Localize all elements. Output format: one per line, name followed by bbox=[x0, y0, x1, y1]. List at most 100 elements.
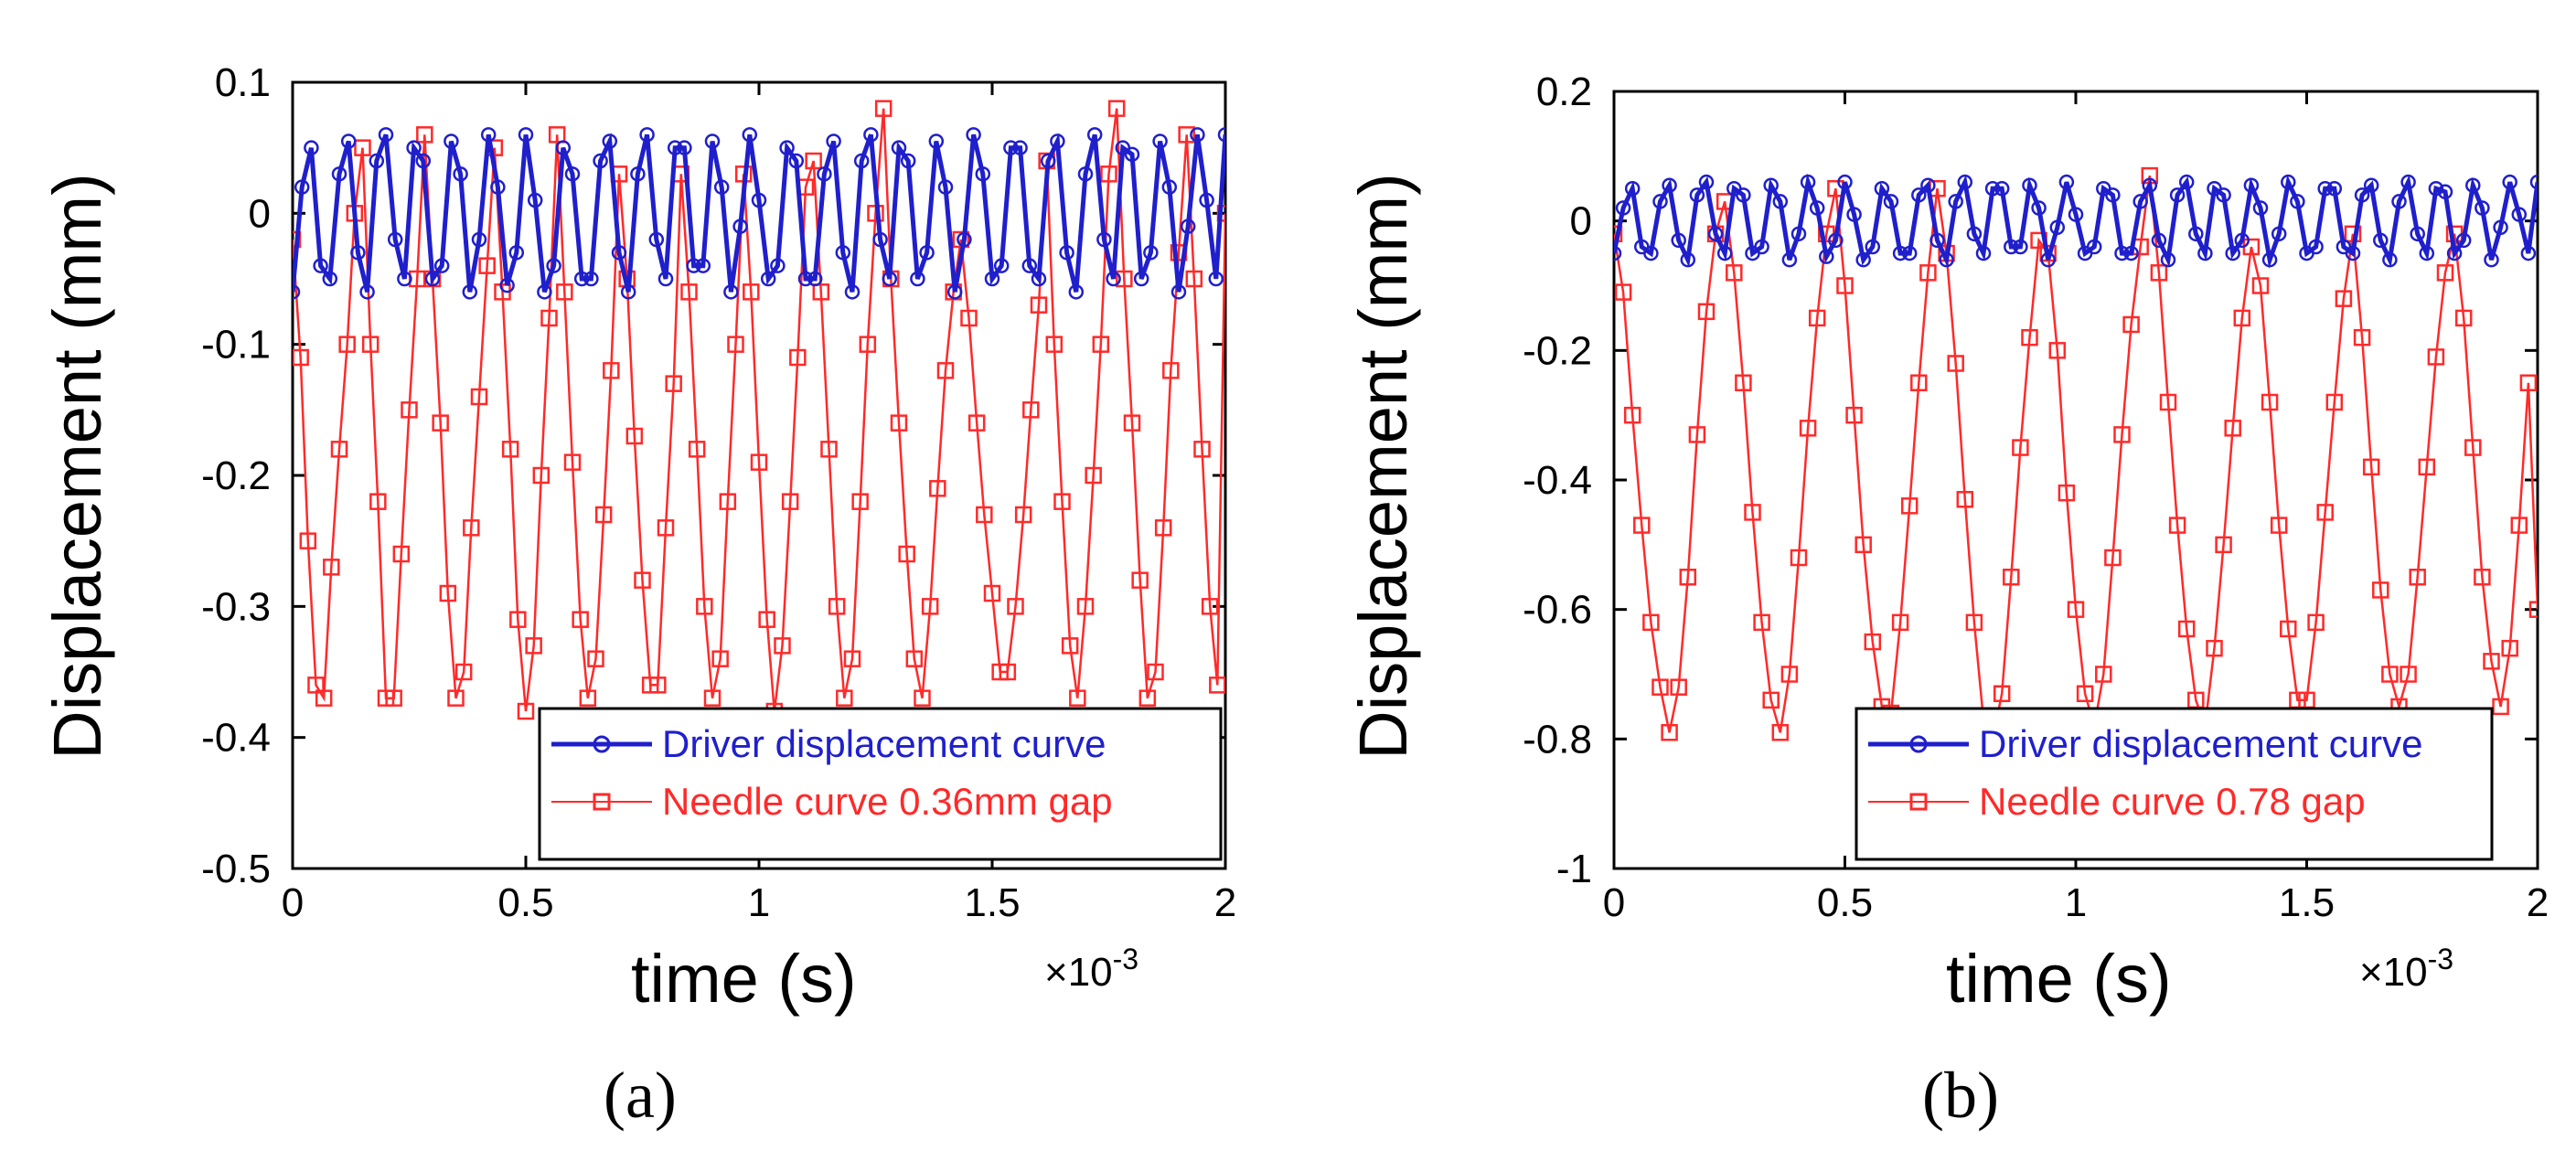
series-line-needle-a bbox=[293, 108, 1225, 712]
driver-point-a-32 bbox=[583, 271, 599, 287]
panel-label-b: (b) bbox=[1922, 1059, 1999, 1132]
needle-point-b-15 bbox=[1744, 504, 1761, 521]
needle-point-a-68 bbox=[812, 283, 830, 301]
driver-point-b-83 bbox=[2373, 232, 2389, 249]
driver-point-a-7 bbox=[350, 245, 366, 261]
needle-point-b-39 bbox=[1965, 613, 1983, 632]
needle-point-a-51 bbox=[680, 283, 698, 301]
driver-point-a-66 bbox=[900, 153, 916, 169]
needle-point-b-95 bbox=[2483, 653, 2500, 670]
needle-point-b-2 bbox=[1623, 406, 1641, 424]
driver-point-a-25 bbox=[518, 127, 534, 143]
needle-point-b-6 bbox=[1661, 724, 1678, 741]
driver-point-b-48 bbox=[2049, 219, 2066, 235]
needle-point-a-80 bbox=[905, 650, 924, 667]
needle-point-a-101 bbox=[1069, 689, 1086, 707]
panel-label-a: (a) bbox=[604, 1059, 677, 1132]
driver-point-b-86 bbox=[2400, 174, 2416, 190]
needle-point-a-9 bbox=[354, 139, 371, 156]
y-tick-label-b-2: -0.2 bbox=[1523, 328, 1592, 373]
needle-point-b-99 bbox=[2519, 374, 2538, 391]
needle-point-b-92 bbox=[2454, 309, 2473, 327]
x-tick-label-b-4: 2 bbox=[2527, 880, 2549, 925]
driver-point-b-71 bbox=[2261, 251, 2278, 268]
needle-point-a-72 bbox=[843, 650, 861, 667]
needle-point-a-107 bbox=[1116, 270, 1133, 288]
needle-point-a-56 bbox=[719, 493, 737, 510]
needle-point-a-119 bbox=[1209, 677, 1225, 694]
needle-point-b-89 bbox=[2427, 348, 2445, 366]
driver-point-b-72 bbox=[2271, 226, 2287, 242]
needle-point-b-8 bbox=[1679, 569, 1697, 586]
needle-point-b-27 bbox=[1855, 536, 1872, 554]
needle-point-b-54 bbox=[2104, 549, 2122, 567]
driver-point-b-82 bbox=[2363, 177, 2379, 193]
driver-point-b-30 bbox=[1883, 194, 1899, 209]
needle-point-b-97 bbox=[2501, 639, 2518, 657]
driver-point-a-99 bbox=[1208, 271, 1224, 287]
needle-point-a-6 bbox=[330, 441, 348, 458]
needle-point-b-66 bbox=[2215, 536, 2232, 554]
needle-point-a-15 bbox=[401, 401, 418, 419]
driver-point-b-80 bbox=[2345, 245, 2361, 261]
needle-point-b-4 bbox=[1642, 613, 1660, 632]
driver-point-a-88 bbox=[1106, 271, 1121, 287]
needle-point-b-13 bbox=[1726, 264, 1743, 282]
driver-point-b-99 bbox=[2520, 245, 2537, 261]
legend-driver-marker-b bbox=[1909, 735, 1928, 753]
driver-point-a-58 bbox=[826, 133, 841, 149]
chart-panel-a: 0 0.5 1 1.5 2 0.1 0 -0.1 -0.2 -0.3 -0.4 -0.5 time (… bbox=[39, 60, 1236, 1132]
driver-point-b-37 bbox=[1948, 194, 1963, 209]
legend-box-b bbox=[1855, 707, 2494, 861]
needle-point-b-88 bbox=[2418, 458, 2436, 476]
needle-point-a-105 bbox=[1100, 165, 1117, 183]
legend-needle-marker-b bbox=[1909, 793, 1928, 811]
driver-point-b-73 bbox=[2281, 174, 2296, 190]
needle-point-a-95 bbox=[1022, 401, 1040, 419]
driver-point-b-28 bbox=[1865, 239, 1881, 255]
driver-point-b-34 bbox=[1920, 177, 1936, 193]
needle-point-b-61 bbox=[2168, 517, 2186, 534]
needle-point-a-65 bbox=[789, 348, 807, 367]
driver-point-a-42 bbox=[677, 140, 692, 155]
driver-point-a-8 bbox=[359, 284, 375, 300]
needle-point-a-13 bbox=[385, 689, 402, 707]
driver-point-a-17 bbox=[444, 133, 459, 149]
driver-point-a-80 bbox=[1031, 271, 1047, 287]
needle-point-a-84 bbox=[936, 362, 955, 379]
x-axis-title-a: time (s) bbox=[631, 941, 857, 1017]
driver-point-a-48 bbox=[732, 218, 748, 234]
driver-point-b-5 bbox=[1652, 194, 1668, 209]
driver-point-a-54 bbox=[788, 153, 805, 169]
driver-point-a-20 bbox=[471, 231, 487, 248]
needle-point-a-69 bbox=[820, 441, 838, 458]
needle-point-b-100 bbox=[2528, 601, 2538, 618]
needle-point-b-78 bbox=[2325, 393, 2344, 411]
x-tick-label-a-4: 2 bbox=[1214, 880, 1236, 925]
driver-point-b-44 bbox=[2013, 239, 2028, 255]
legend-needle-label-b: Needle curve 0.78 gap bbox=[1979, 780, 2366, 823]
y-axis-title-a: Displacement (mm) bbox=[39, 173, 115, 759]
driver-point-b-25 bbox=[1837, 174, 1853, 190]
needle-point-b-90 bbox=[2436, 264, 2454, 282]
driver-point-a-67 bbox=[910, 271, 925, 287]
needle-point-a-83 bbox=[929, 480, 946, 497]
legend-b: Driver displacement curve Needle curve 0… bbox=[1855, 707, 2494, 861]
needle-point-a-39 bbox=[587, 650, 604, 667]
needle-point-a-111 bbox=[1147, 663, 1164, 681]
driver-point-a-93 bbox=[1152, 133, 1168, 149]
needle-point-b-67 bbox=[2224, 420, 2241, 437]
needle-point-b-45 bbox=[2021, 328, 2038, 346]
needle-point-b-42 bbox=[1993, 685, 2011, 702]
driver-point-a-15 bbox=[424, 271, 441, 287]
y-tick-label-a-5: -0.4 bbox=[201, 716, 271, 761]
needle-point-a-71 bbox=[836, 689, 853, 707]
needle-point-b-32 bbox=[1900, 497, 1919, 515]
needle-point-b-55 bbox=[2113, 426, 2131, 443]
driver-point-b-93 bbox=[2465, 177, 2481, 193]
x-axis-title-b: time (s) bbox=[1946, 941, 2172, 1017]
needle-point-a-102 bbox=[1076, 598, 1095, 615]
needle-point-b-37 bbox=[1947, 355, 1964, 372]
driver-point-b-61 bbox=[2169, 187, 2186, 203]
needle-point-b-14 bbox=[1735, 374, 1752, 391]
